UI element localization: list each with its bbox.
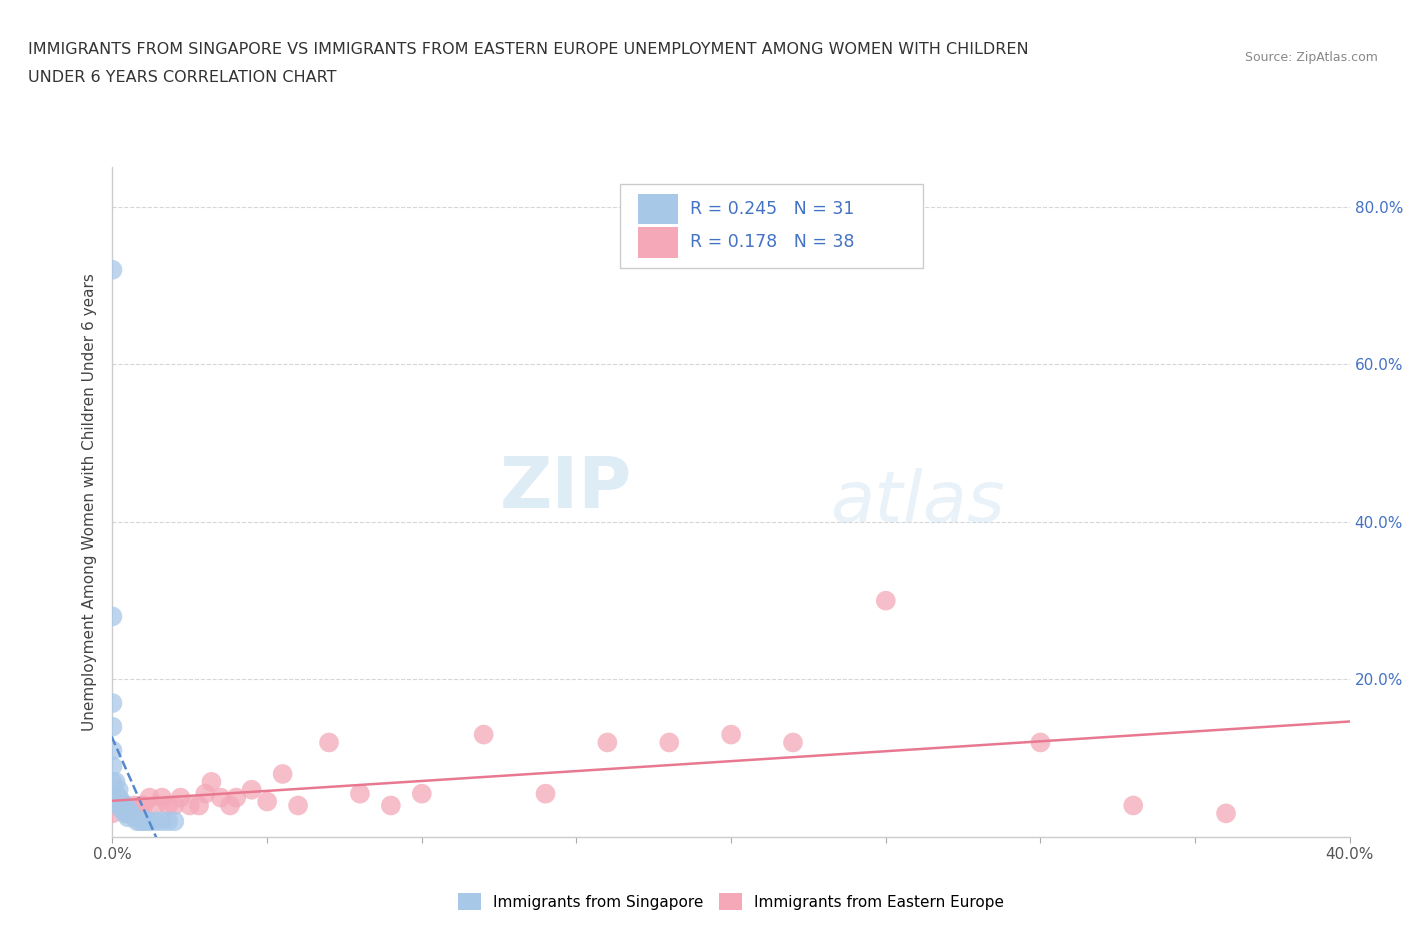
Point bbox=[114, 806, 136, 821]
Point bbox=[209, 790, 232, 805]
Point bbox=[101, 759, 124, 774]
Point bbox=[107, 782, 129, 797]
Point bbox=[1122, 798, 1144, 813]
Point bbox=[104, 794, 127, 809]
Text: UNDER 6 YEARS CORRELATION CHART: UNDER 6 YEARS CORRELATION CHART bbox=[28, 70, 336, 85]
Point bbox=[117, 806, 139, 821]
Point bbox=[101, 743, 124, 758]
Point bbox=[117, 810, 139, 825]
Point bbox=[318, 735, 340, 750]
Point bbox=[107, 798, 129, 813]
Text: IMMIGRANTS FROM SINGAPORE VS IMMIGRANTS FROM EASTERN EUROPE UNEMPLOYMENT AMONG W: IMMIGRANTS FROM SINGAPORE VS IMMIGRANTS … bbox=[28, 42, 1029, 57]
Point bbox=[111, 802, 134, 817]
Point bbox=[150, 814, 173, 829]
Legend: Immigrants from Singapore, Immigrants from Eastern Europe: Immigrants from Singapore, Immigrants fr… bbox=[453, 886, 1010, 916]
Point bbox=[658, 735, 681, 750]
FancyBboxPatch shape bbox=[620, 184, 922, 268]
Point bbox=[104, 775, 127, 790]
Point bbox=[138, 790, 160, 805]
Text: R = 0.178   N = 38: R = 0.178 N = 38 bbox=[690, 233, 855, 251]
Point bbox=[107, 790, 129, 805]
Point bbox=[256, 794, 278, 809]
FancyBboxPatch shape bbox=[638, 193, 678, 224]
Point bbox=[101, 775, 124, 790]
Point bbox=[135, 814, 157, 829]
Point bbox=[101, 696, 124, 711]
Point bbox=[104, 786, 127, 801]
Point bbox=[349, 786, 371, 801]
Point bbox=[122, 810, 145, 825]
Text: ZIP: ZIP bbox=[501, 455, 633, 524]
Point bbox=[169, 790, 191, 805]
Point bbox=[111, 794, 134, 809]
Point bbox=[132, 814, 155, 829]
Point bbox=[101, 806, 124, 821]
Point bbox=[101, 609, 124, 624]
Point bbox=[111, 798, 134, 813]
Point bbox=[120, 806, 142, 821]
Point bbox=[157, 798, 180, 813]
Point bbox=[101, 719, 124, 734]
Point bbox=[411, 786, 433, 801]
Point bbox=[163, 798, 186, 813]
Point bbox=[132, 798, 155, 813]
Point bbox=[145, 798, 167, 813]
Point bbox=[1029, 735, 1052, 750]
Y-axis label: Unemployment Among Women with Children Under 6 years: Unemployment Among Women with Children U… bbox=[82, 273, 97, 731]
Point bbox=[271, 766, 294, 781]
Point bbox=[101, 262, 124, 277]
Point bbox=[179, 798, 201, 813]
Text: R = 0.245   N = 31: R = 0.245 N = 31 bbox=[690, 200, 855, 218]
Point bbox=[194, 786, 217, 801]
Text: Source: ZipAtlas.com: Source: ZipAtlas.com bbox=[1244, 51, 1378, 64]
Point bbox=[157, 814, 180, 829]
Point bbox=[534, 786, 557, 801]
Point bbox=[122, 798, 145, 813]
Point bbox=[163, 814, 186, 829]
Point bbox=[596, 735, 619, 750]
Point bbox=[225, 790, 247, 805]
FancyBboxPatch shape bbox=[638, 227, 678, 258]
Point bbox=[380, 798, 402, 813]
Point bbox=[114, 798, 136, 813]
Point bbox=[138, 814, 160, 829]
Point bbox=[129, 814, 152, 829]
Point bbox=[782, 735, 804, 750]
Point bbox=[240, 782, 263, 797]
Point bbox=[720, 727, 742, 742]
Point bbox=[219, 798, 242, 813]
Point bbox=[117, 806, 139, 821]
Point bbox=[287, 798, 309, 813]
Text: atlas: atlas bbox=[830, 468, 1005, 537]
Point bbox=[150, 790, 173, 805]
Point bbox=[127, 814, 149, 829]
Point bbox=[188, 798, 211, 813]
Point bbox=[129, 798, 152, 813]
Point bbox=[101, 790, 124, 805]
Point bbox=[145, 814, 167, 829]
Point bbox=[117, 802, 139, 817]
Point bbox=[1215, 806, 1237, 821]
Point bbox=[875, 593, 897, 608]
Point bbox=[472, 727, 495, 742]
Point bbox=[200, 775, 222, 790]
